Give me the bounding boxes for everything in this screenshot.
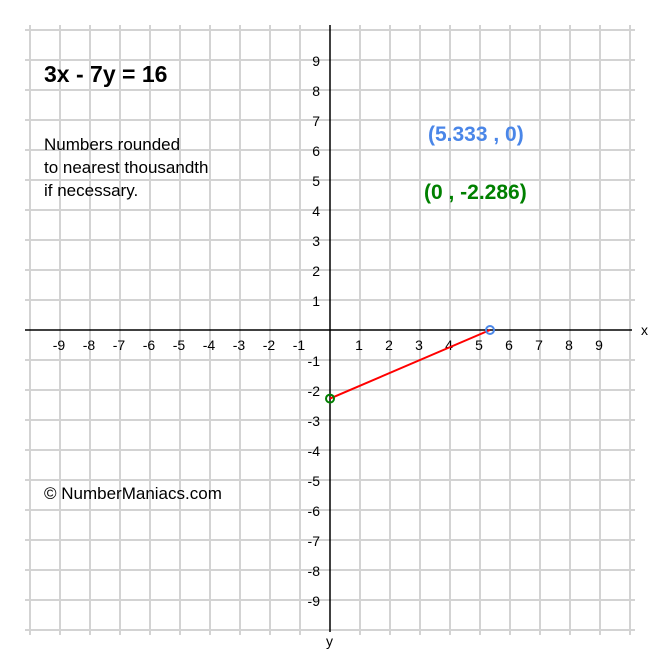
x-tick-label: 8 [565, 337, 573, 353]
y-tick-label: -6 [308, 503, 321, 519]
x-tick-label: -8 [83, 337, 96, 353]
x-tick-label: -1 [293, 337, 306, 353]
x-tick-label: -2 [263, 337, 276, 353]
y-tick-label: 1 [312, 293, 320, 309]
y-tick-label: 2 [312, 263, 320, 279]
x-tick-label: -6 [143, 337, 156, 353]
x-tick-label: 6 [505, 337, 513, 353]
x-tick-label: 2 [385, 337, 393, 353]
y-tick-label: 3 [312, 233, 320, 249]
y-tick-label: -2 [308, 383, 321, 399]
x-tick-label: -5 [173, 337, 186, 353]
x-tick-label: 9 [595, 337, 603, 353]
x-tick-label: 4 [445, 337, 453, 353]
y-tick-label: -8 [308, 563, 321, 579]
y-tick-label: 8 [312, 83, 320, 99]
y-tick-label: -4 [308, 443, 321, 459]
x-tick-label: -7 [113, 337, 126, 353]
x-tick-label: 3 [415, 337, 423, 353]
equation-line-segment [329, 329, 491, 400]
y-axis-label: y [326, 633, 333, 649]
y-tick-label: 7 [312, 113, 320, 129]
y-tick-label: -1 [308, 353, 321, 369]
x-tick-label: -9 [53, 337, 66, 353]
y-tick-label: -3 [308, 413, 321, 429]
y-tick-label: -5 [308, 473, 321, 489]
x-tick-label: 5 [475, 337, 483, 353]
x-tick-label: 7 [535, 337, 543, 353]
y-tick-label: -9 [308, 593, 321, 609]
y-tick-label: 9 [312, 53, 320, 69]
x-tick-label: 1 [355, 337, 363, 353]
rounding-note: Numbers rounded to nearest thousandth if… [44, 135, 209, 200]
y-tick-label: 4 [312, 203, 320, 219]
equation-title: 3x - 7y = 16 [44, 61, 168, 87]
x-intercept-label: (5.333 , 0) [428, 123, 524, 146]
y-tick-label: 6 [312, 143, 320, 159]
y-tick-label: -7 [308, 533, 321, 549]
y-intercept-label: (0 , -2.286) [424, 181, 527, 204]
x-tick-label: -4 [203, 337, 216, 353]
x-tick-label: -3 [233, 337, 246, 353]
copyright-notice: © NumberManiacs.com [44, 484, 222, 503]
y-tick-label: 5 [312, 173, 320, 189]
y-intercept-point [325, 393, 335, 404]
x-axis-label: x [641, 322, 648, 338]
x-intercept-point [484, 325, 495, 335]
